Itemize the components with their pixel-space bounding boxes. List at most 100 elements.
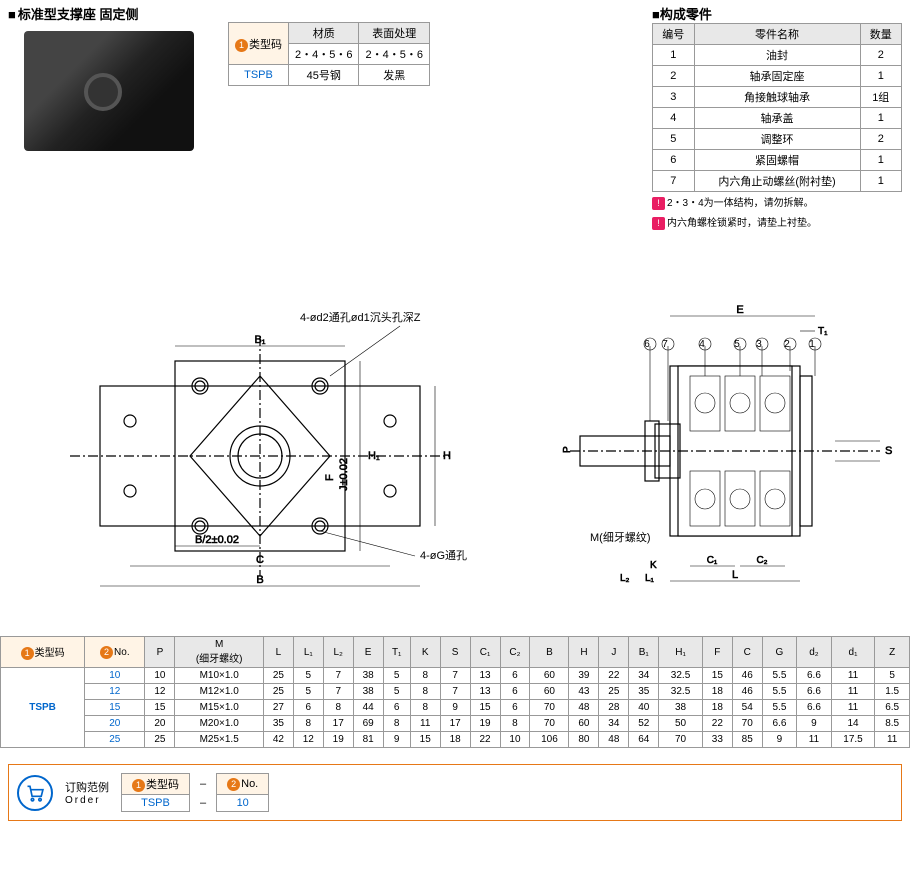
mat-hdr-surface: 表面处理	[359, 23, 429, 44]
svg-text:7: 7	[662, 339, 668, 350]
svg-text:P: P	[562, 446, 573, 453]
spec-cell: 6.6	[762, 716, 797, 732]
order-table: 1类型码 – 2No. TSPB – 10	[121, 773, 269, 812]
spec-cell: 48	[569, 700, 599, 716]
parts-cell: 1	[860, 108, 902, 129]
svg-text:K: K	[650, 560, 657, 571]
spec-cell: 46	[732, 684, 762, 700]
svg-text:L: L	[732, 569, 738, 581]
parts-cell: 1	[860, 171, 902, 192]
spec-cell: 32.5	[659, 668, 703, 684]
spec-cell: 8	[410, 668, 440, 684]
spec-cell: 5	[383, 684, 410, 700]
spec-table: 1类型码 2No. PM(细牙螺纹)LL₁L₂ET₁KSC₁C₂BHJB₁H₁F…	[0, 636, 910, 748]
spec-cell: 20	[145, 716, 175, 732]
spec-col-hdr: F	[702, 637, 732, 668]
spec-col-hdr: P	[145, 637, 175, 668]
svg-text:4: 4	[699, 339, 705, 350]
spec-cell: M15×1.0	[175, 700, 264, 716]
spec-cell: 22	[599, 668, 629, 684]
spec-col-hdr: L₂	[323, 637, 353, 668]
parts-cell: 3	[653, 87, 695, 108]
mat-sub-2: 2・4・5・6	[359, 44, 429, 65]
svg-text:L₁: L₁	[645, 573, 655, 584]
spec-cell: 15	[145, 700, 175, 716]
spec-cell: 19	[470, 716, 500, 732]
order-label-cn: 订购范例	[65, 779, 109, 795]
spec-cell: 17	[323, 716, 353, 732]
spec-no: 12	[85, 684, 145, 700]
spec-cell: M25×1.5	[175, 732, 264, 748]
spec-cell: 60	[530, 684, 569, 700]
spec-cell: 28	[599, 700, 629, 716]
spec-cell: 52	[629, 716, 659, 732]
spec-cell: 22	[702, 716, 732, 732]
spec-cell: 27	[263, 700, 293, 716]
spec-cell: 15	[410, 732, 440, 748]
spec-cell: 13	[470, 684, 500, 700]
spec-cell: 18	[702, 684, 732, 700]
spec-cell: 6.6	[797, 700, 832, 716]
spec-cell: 44	[353, 700, 383, 716]
spec-cell: 9	[797, 716, 832, 732]
parts-cell: 1	[653, 45, 695, 66]
spec-no: 15	[85, 700, 145, 716]
spec-cell: 60	[569, 716, 599, 732]
spec-col-hdr: d₂	[797, 637, 832, 668]
parts-cell: 4	[653, 108, 695, 129]
spec-col-hdr: M(细牙螺纹)	[175, 637, 264, 668]
spec-cell: 5.5	[762, 684, 797, 700]
spec-cell: 22	[470, 732, 500, 748]
spec-cell: 46	[732, 668, 762, 684]
spec-cell: 12	[145, 684, 175, 700]
spec-cell: 80	[569, 732, 599, 748]
parts-cell: 油封	[694, 45, 860, 66]
spec-cell: 6	[500, 684, 530, 700]
spec-col-hdr: L	[263, 637, 293, 668]
technical-drawing: B C B/2±0.02 B₁ H H₁ J±0.02 F 4-ød2通孔ød1…	[0, 246, 910, 626]
svg-text:E: E	[736, 304, 743, 316]
spec-col-hdr: C₁	[470, 637, 500, 668]
spec-cell: 6	[500, 700, 530, 716]
svg-text:L₂: L₂	[620, 573, 630, 584]
hole-label-1: 4-ød2通孔ød1沉头孔深Z	[300, 311, 421, 324]
spec-cell: 17	[440, 716, 470, 732]
mat-surface: 发黑	[359, 65, 429, 86]
spec-cell: 43	[569, 684, 599, 700]
spec-cell: 17.5	[831, 732, 875, 748]
spec-cell: 5	[293, 668, 323, 684]
spec-cell: 10	[500, 732, 530, 748]
order-type-val: TSPB	[122, 795, 190, 812]
svg-text:B: B	[256, 574, 263, 586]
spec-col-hdr: L₁	[293, 637, 323, 668]
spec-col-hdr: H	[569, 637, 599, 668]
spec-col-hdr: S	[440, 637, 470, 668]
material-table: 1类型码 材质 表面处理 2・4・5・6 2・4・5・6 TSPB 45号钢 发…	[228, 22, 430, 86]
spec-cell: 12	[293, 732, 323, 748]
spec-cell: 25	[263, 668, 293, 684]
svg-text:H: H	[443, 450, 451, 462]
spec-col-hdr: J	[599, 637, 629, 668]
spec-cell: 25	[145, 732, 175, 748]
spec-cell: 6	[500, 668, 530, 684]
spec-cell: 18	[440, 732, 470, 748]
svg-text:H₁: H₁	[368, 450, 380, 462]
spec-no: 10	[85, 668, 145, 684]
svg-text:C: C	[256, 554, 264, 566]
spec-type-code: TSPB	[1, 668, 85, 748]
spec-cell: 7	[323, 668, 353, 684]
parts-cell: 轴承盖	[694, 108, 860, 129]
parts-cell: 紧固螺帽	[694, 150, 860, 171]
spec-cell: 32.5	[659, 684, 703, 700]
mat-sub-1: 2・4・5・6	[289, 44, 359, 65]
spec-col-hdr: C	[732, 637, 762, 668]
spec-cell: 8	[410, 700, 440, 716]
spec-cell: 7	[440, 668, 470, 684]
num-badge-1: 1	[235, 39, 248, 52]
spec-cell: 60	[530, 668, 569, 684]
note-1: !2・3・4为一体结构，请勿拆解。	[652, 192, 902, 212]
spec-cell: 5	[383, 668, 410, 684]
svg-text:6: 6	[644, 339, 650, 350]
spec-cell: 15	[470, 700, 500, 716]
spec-cell: 6	[383, 700, 410, 716]
